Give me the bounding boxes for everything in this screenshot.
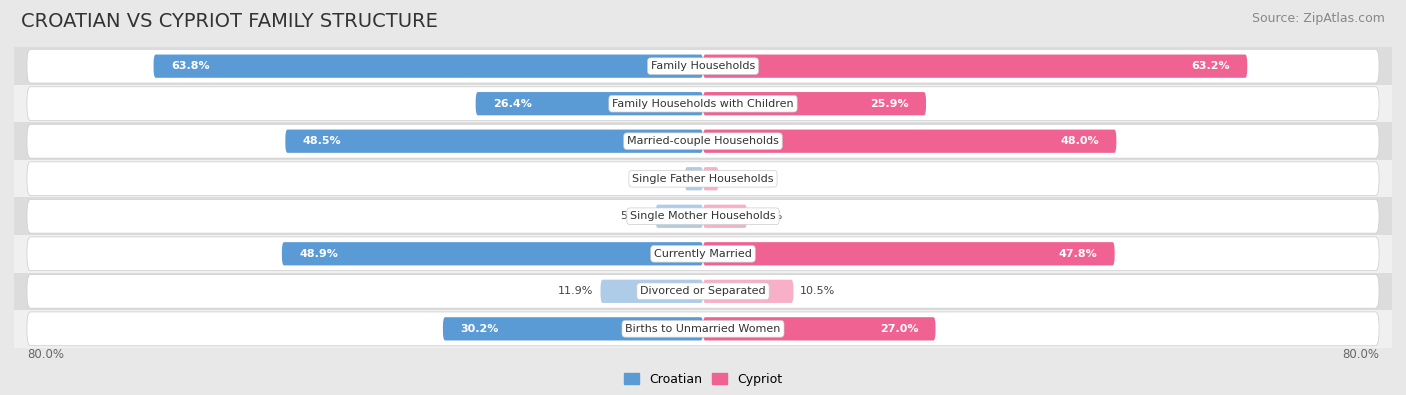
FancyBboxPatch shape <box>285 130 703 153</box>
FancyBboxPatch shape <box>703 317 935 340</box>
FancyBboxPatch shape <box>281 242 703 265</box>
FancyBboxPatch shape <box>703 55 1247 78</box>
Text: Single Father Households: Single Father Households <box>633 174 773 184</box>
FancyBboxPatch shape <box>703 130 1116 153</box>
Legend: Croatian, Cypriot: Croatian, Cypriot <box>620 369 786 389</box>
FancyBboxPatch shape <box>703 280 793 303</box>
Text: 80.0%: 80.0% <box>27 348 65 361</box>
Text: Divorced or Separated: Divorced or Separated <box>640 286 766 296</box>
Text: Births to Unmarried Women: Births to Unmarried Women <box>626 324 780 334</box>
FancyBboxPatch shape <box>443 317 703 340</box>
FancyBboxPatch shape <box>600 280 703 303</box>
FancyBboxPatch shape <box>685 167 703 190</box>
FancyBboxPatch shape <box>153 55 703 78</box>
Text: 2.1%: 2.1% <box>650 174 678 184</box>
Text: 1.8%: 1.8% <box>725 174 754 184</box>
FancyBboxPatch shape <box>27 199 1379 233</box>
FancyBboxPatch shape <box>27 49 1379 83</box>
FancyBboxPatch shape <box>10 160 1396 198</box>
Text: 10.5%: 10.5% <box>800 286 835 296</box>
FancyBboxPatch shape <box>27 237 1379 271</box>
FancyBboxPatch shape <box>27 87 1379 120</box>
FancyBboxPatch shape <box>703 92 927 115</box>
Text: Family Households: Family Households <box>651 61 755 71</box>
Text: 5.5%: 5.5% <box>620 211 648 221</box>
Text: Currently Married: Currently Married <box>654 249 752 259</box>
FancyBboxPatch shape <box>10 273 1396 310</box>
FancyBboxPatch shape <box>10 47 1396 85</box>
Text: 48.9%: 48.9% <box>299 249 337 259</box>
Text: Married-couple Households: Married-couple Households <box>627 136 779 146</box>
FancyBboxPatch shape <box>27 124 1379 158</box>
Text: 26.4%: 26.4% <box>494 99 531 109</box>
FancyBboxPatch shape <box>10 235 1396 273</box>
Text: 80.0%: 80.0% <box>1341 348 1379 361</box>
FancyBboxPatch shape <box>27 162 1379 196</box>
Text: CROATIAN VS CYPRIOT FAMILY STRUCTURE: CROATIAN VS CYPRIOT FAMILY STRUCTURE <box>21 12 437 31</box>
FancyBboxPatch shape <box>703 242 1115 265</box>
FancyBboxPatch shape <box>27 275 1379 308</box>
Text: 47.8%: 47.8% <box>1059 249 1098 259</box>
FancyBboxPatch shape <box>475 92 703 115</box>
Text: 48.5%: 48.5% <box>302 136 342 146</box>
Text: 30.2%: 30.2% <box>460 324 499 334</box>
Text: 5.1%: 5.1% <box>754 211 782 221</box>
FancyBboxPatch shape <box>27 312 1379 346</box>
Text: Source: ZipAtlas.com: Source: ZipAtlas.com <box>1251 12 1385 25</box>
Text: 11.9%: 11.9% <box>558 286 593 296</box>
Text: 63.2%: 63.2% <box>1191 61 1230 71</box>
FancyBboxPatch shape <box>703 167 718 190</box>
Text: 27.0%: 27.0% <box>880 324 918 334</box>
Text: 48.0%: 48.0% <box>1060 136 1099 146</box>
FancyBboxPatch shape <box>655 205 703 228</box>
FancyBboxPatch shape <box>703 205 747 228</box>
Text: 25.9%: 25.9% <box>870 99 908 109</box>
Text: Single Mother Households: Single Mother Households <box>630 211 776 221</box>
Text: 63.8%: 63.8% <box>170 61 209 71</box>
FancyBboxPatch shape <box>10 85 1396 122</box>
FancyBboxPatch shape <box>10 198 1396 235</box>
FancyBboxPatch shape <box>10 310 1396 348</box>
Text: Family Households with Children: Family Households with Children <box>612 99 794 109</box>
FancyBboxPatch shape <box>10 122 1396 160</box>
